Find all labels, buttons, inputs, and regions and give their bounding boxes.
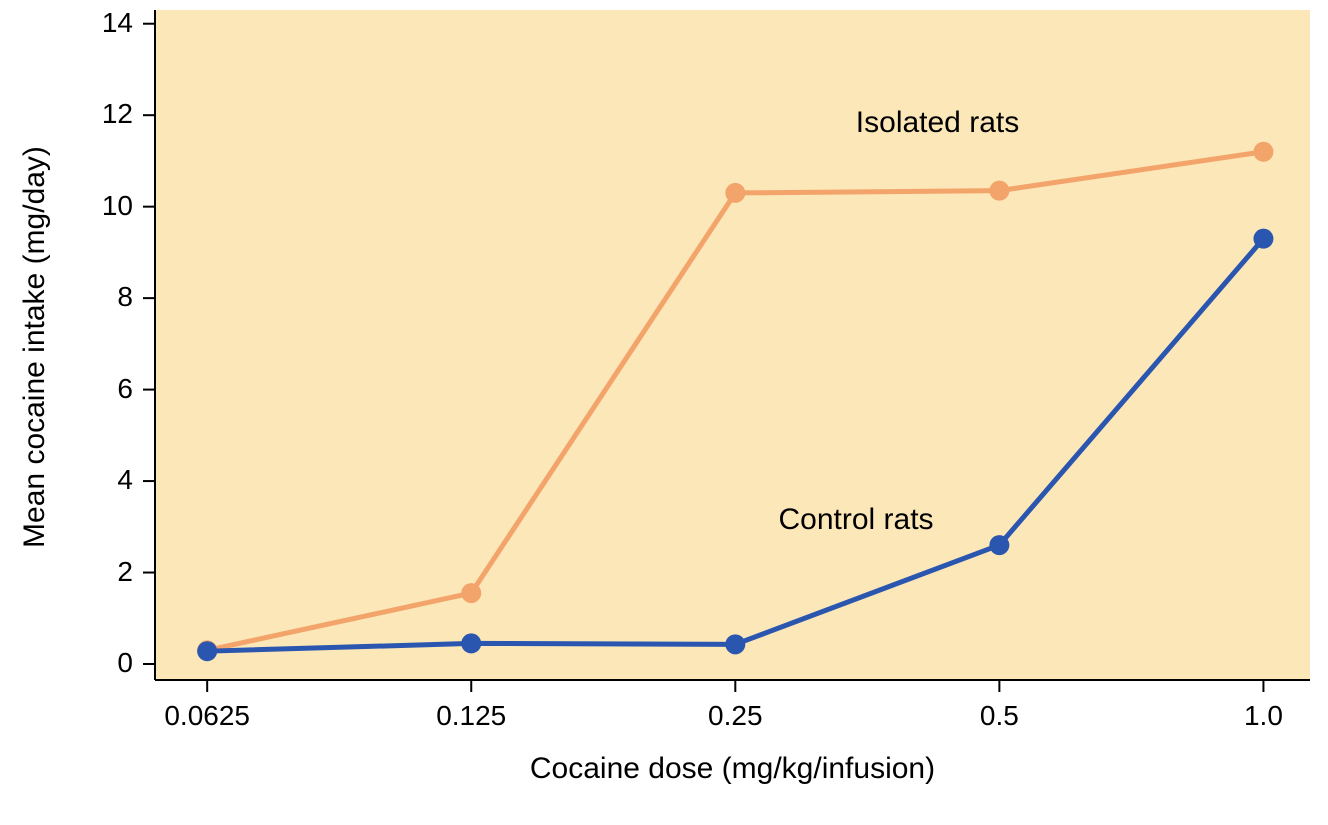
y-tick-label: 8	[117, 281, 133, 313]
series-marker-1-3	[989, 535, 1009, 555]
y-tick-label: 14	[102, 7, 133, 39]
series-marker-1-1	[461, 633, 481, 653]
chart-container: Mean cocaine intake (mg/day) Cocaine dos…	[0, 0, 1328, 825]
series-marker-0-2	[725, 183, 745, 203]
series-marker-0-3	[989, 181, 1009, 201]
y-tick-label: 0	[117, 647, 133, 679]
x-tick-label: 1.0	[1203, 700, 1323, 732]
series-label-1: Control rats	[778, 503, 933, 537]
x-tick-label: 0.5	[939, 700, 1059, 732]
y-tick-label: 10	[102, 190, 133, 222]
series-marker-0-1	[461, 583, 481, 603]
series-marker-0-4	[1253, 142, 1273, 162]
x-tick-label: 0.125	[411, 700, 531, 732]
x-tick-label: 0.0625	[147, 700, 267, 732]
y-tick-label: 6	[117, 373, 133, 405]
series-label-0: Isolated rats	[856, 106, 1019, 140]
x-tick-label: 0.25	[675, 700, 795, 732]
y-tick-label: 4	[117, 464, 133, 496]
series-marker-1-2	[725, 634, 745, 654]
series-marker-1-0	[197, 641, 217, 661]
y-tick-label: 2	[117, 556, 133, 588]
y-tick-label: 12	[102, 98, 133, 130]
series-marker-1-4	[1253, 229, 1273, 249]
